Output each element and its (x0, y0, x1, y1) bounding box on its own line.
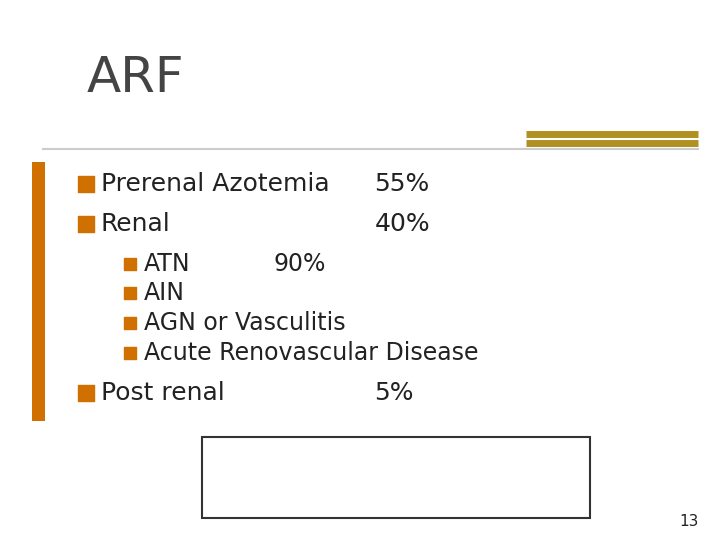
Text: Post renal: Post renal (101, 381, 225, 405)
Text: 55%: 55% (374, 172, 430, 195)
Text: 40%: 40% (374, 212, 430, 236)
Point (81, 179, 92, 188)
FancyBboxPatch shape (32, 162, 45, 421)
Text: ATN: ATN (144, 252, 191, 275)
Text: 13: 13 (679, 514, 698, 529)
Point (81, 220, 92, 228)
Text: Admission in ICU ~ 30%: Admission in ICU ~ 30% (253, 482, 539, 506)
Text: 90%: 90% (274, 252, 326, 275)
Text: AGN or Vasculitis: AGN or Vasculitis (144, 311, 346, 335)
Text: 5%: 5% (374, 381, 414, 405)
FancyBboxPatch shape (202, 437, 590, 518)
Point (124, 348, 135, 357)
Text: Acute Renovascular Disease: Acute Renovascular Disease (144, 341, 479, 364)
Point (124, 259, 135, 268)
Point (124, 289, 135, 298)
Point (124, 319, 135, 327)
Text: AIN: AIN (144, 281, 185, 305)
Text: Admission in wards ~ 5%: Admission in wards ~ 5% (246, 450, 546, 474)
Text: Prerenal Azotemia: Prerenal Azotemia (101, 172, 330, 195)
Text: ARF: ARF (86, 54, 184, 102)
Text: Renal: Renal (101, 212, 171, 236)
Point (81, 389, 92, 397)
